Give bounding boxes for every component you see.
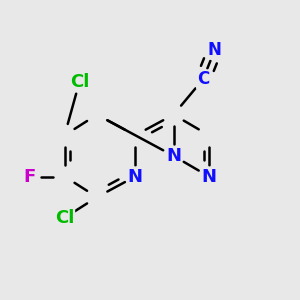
Text: C: C xyxy=(197,70,209,88)
Text: N: N xyxy=(166,147,181,165)
Text: N: N xyxy=(208,41,222,59)
Text: N: N xyxy=(201,167,216,185)
Text: N: N xyxy=(128,167,143,185)
Text: F: F xyxy=(23,167,35,185)
Text: Cl: Cl xyxy=(70,73,89,91)
Text: Cl: Cl xyxy=(55,209,74,227)
